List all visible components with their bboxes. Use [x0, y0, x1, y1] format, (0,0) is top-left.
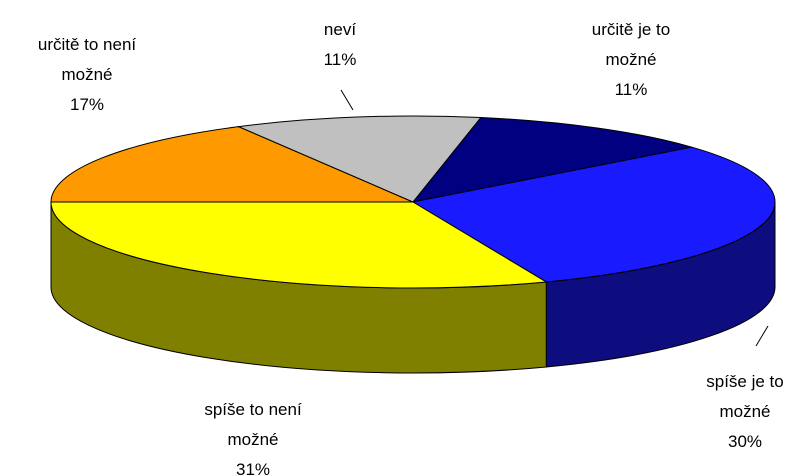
- tops: [50, 115, 776, 289]
- category-label: spíše je to možné: [706, 372, 784, 421]
- value-label: 11%: [323, 50, 357, 69]
- category-label: určitě to není možné: [37, 35, 137, 84]
- leader-line: [340, 89, 354, 111]
- slice-label: určitě to není možné 17%: [22, 30, 152, 120]
- slice: [50, 201, 548, 289]
- slice: [236, 115, 482, 203]
- category-label: spíše to není možné: [204, 400, 302, 449]
- value-label: 31%: [235, 460, 271, 475]
- slice: [411, 146, 776, 283]
- value-label: 17%: [69, 95, 105, 114]
- category-label: určitě je to možné: [591, 20, 671, 69]
- slice-label: určitě je to možné 11%: [566, 15, 696, 105]
- value-label: 11%: [614, 80, 648, 99]
- slice-label: spíše to není možné 31%: [188, 395, 318, 475]
- slice-label: spíše je to možné 30%: [680, 367, 805, 457]
- value-label: 30%: [727, 432, 763, 451]
- slice: [411, 117, 693, 203]
- category-label: neví: [323, 20, 357, 39]
- slice-label: neví 11%: [275, 15, 405, 75]
- slice: [50, 126, 414, 203]
- leader-line: [755, 325, 769, 347]
